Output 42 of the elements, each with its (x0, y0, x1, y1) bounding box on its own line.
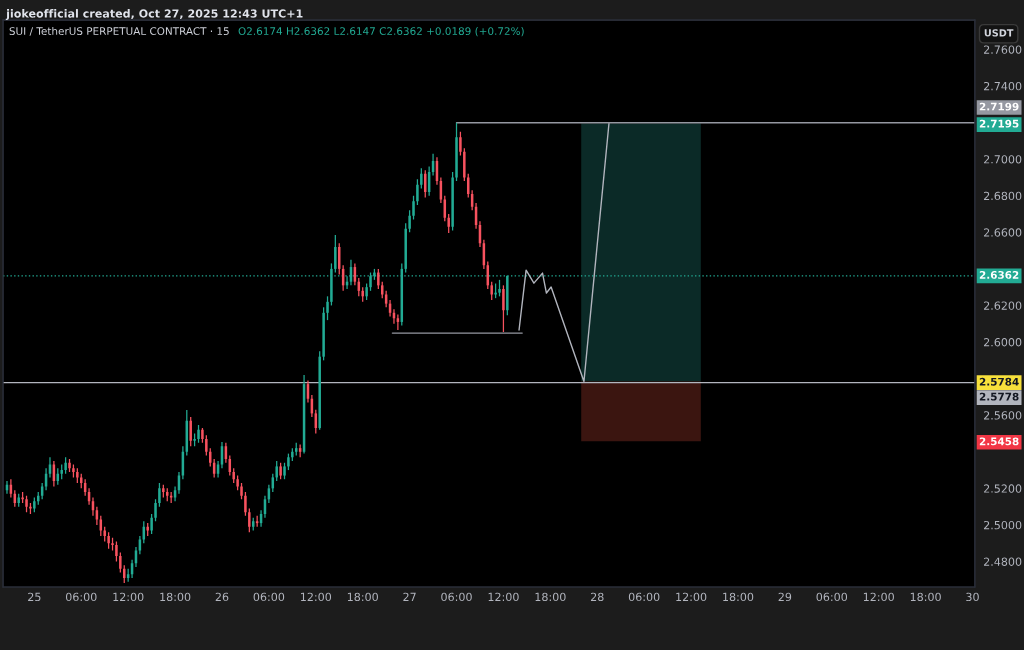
x-tick-label: 12:00 (863, 592, 894, 602)
text: O2.6174 H2.6362 L2.6147 C2.6362 +0.0189 (+0.72%) (238, 26, 524, 37)
ref-line-label: 2.5778 (979, 392, 1019, 401)
x-tick-label: 06:00 (441, 592, 472, 602)
text: jiokeofficial created, Oct 27, 2025 12:43 UTC+1 (5, 9, 303, 20)
x-tick-label: 27 (403, 592, 416, 601)
x-tick-label: 28 (590, 592, 604, 602)
x-tick-label: 18:00 (910, 592, 941, 602)
y-tick-label: 2.5200 (984, 484, 1022, 493)
y-tick-label: 2.7400 (984, 81, 1022, 91)
ref-line-label: 2.6362 (979, 270, 1019, 279)
y-tick-label: 2.6600 (984, 228, 1022, 237)
y-tick-label: 2.7600 (984, 45, 1022, 54)
x-tick-label: 12:00 (301, 592, 332, 602)
y2-tick-label: 2.7195 (979, 119, 1019, 128)
x-tick-label: 06:00 (253, 592, 285, 602)
y-tick-label: 2.6000 (984, 338, 1022, 347)
x-tick-label: 18:00 (160, 592, 191, 602)
y-tick-label: 2.5000 (984, 520, 1022, 530)
x-tick-label: 12:00 (488, 592, 519, 602)
x-tick-label: 06:00 (65, 592, 97, 602)
x-tick-label: 29 (778, 592, 792, 602)
y-tick-label: 2.4800 (984, 557, 1022, 566)
y-tick-label: 2.7000 (984, 155, 1022, 164)
x-tick-label: 18:00 (723, 592, 754, 602)
y2-tick-label: 2.5784 (979, 377, 1019, 386)
y-tick-label: 2.6800 (984, 191, 1022, 201)
x-tick-label: 18:00 (347, 592, 378, 602)
y-tick-label: 2.6200 (984, 301, 1022, 310)
data-label: 2.7199 (979, 102, 1019, 111)
y-tick-label: 2.5600 (984, 411, 1022, 420)
x-tick-label: 25 (28, 592, 41, 602)
text: SUI / TetherUS PERPETUAL CONTRACT · 15 (9, 26, 229, 36)
y2-axis-title: USDT (984, 29, 1014, 37)
y2-tick-label: 2.5458 (979, 437, 1019, 446)
x-tick-label: 18:00 (535, 592, 566, 602)
x-tick-label: 06:00 (628, 592, 660, 602)
x-tick-label: 30 (966, 592, 979, 602)
x-tick-label: 06:00 (816, 592, 848, 602)
x-tick-label: 26 (215, 592, 229, 602)
x-tick-label: 12:00 (676, 592, 707, 602)
x-tick-label: 12:00 (113, 592, 144, 602)
